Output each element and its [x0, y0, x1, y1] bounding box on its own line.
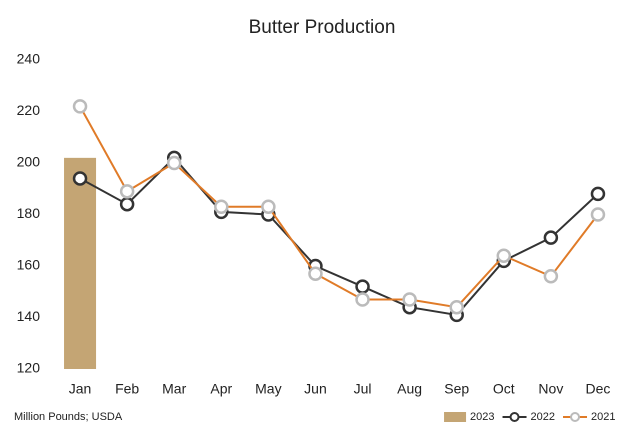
- x-tick-label: Jan: [69, 381, 92, 397]
- legend-swatch: [444, 412, 467, 422]
- y-tick-label: 240: [17, 51, 41, 67]
- marker: [543, 230, 559, 245]
- marker: [590, 186, 606, 202]
- bar: [64, 157, 97, 369]
- marker: [308, 266, 323, 281]
- x-tick-label: Oct: [493, 381, 515, 397]
- legend-label: 2022: [531, 411, 555, 423]
- y-tick-label: 120: [17, 360, 41, 376]
- marker: [214, 199, 229, 215]
- legend-marker: [570, 412, 581, 422]
- x-tick-label: Nov: [538, 381, 563, 397]
- marker: [449, 299, 464, 315]
- x-tick-label: Apr: [210, 381, 232, 397]
- legend-label: 2021: [591, 411, 615, 423]
- legend-marker: [509, 412, 520, 422]
- marker: [496, 248, 512, 263]
- marker: [355, 279, 370, 294]
- marker: [119, 184, 135, 199]
- marker: [72, 99, 88, 114]
- x-tick-label: Dec: [586, 381, 611, 397]
- marker: [590, 207, 606, 222]
- y-tick-label: 180: [17, 205, 41, 221]
- marker: [166, 155, 182, 171]
- x-tick-label: Aug: [397, 381, 422, 397]
- marker: [261, 199, 276, 215]
- marker: [119, 196, 135, 212]
- marker: [355, 292, 370, 307]
- marker: [72, 171, 88, 186]
- chart-title: Butter Production: [249, 17, 396, 38]
- line: [79, 105, 599, 309]
- y-tick-label: 200: [17, 154, 41, 170]
- y-tick-label: 220: [17, 102, 41, 118]
- x-tick-label: Sep: [444, 381, 469, 397]
- x-tick-label: Jul: [354, 381, 372, 397]
- x-tick-label: May: [255, 381, 281, 397]
- line: [79, 156, 599, 317]
- x-tick-label: Feb: [115, 381, 139, 397]
- source-note: Million Pounds; USDA: [14, 411, 123, 423]
- marker: [402, 292, 417, 307]
- y-tick-label: 160: [17, 257, 41, 273]
- x-tick-label: Mar: [162, 381, 186, 397]
- y-tick-label: 140: [17, 308, 41, 324]
- marker: [543, 269, 559, 284]
- legend-label: 2023: [470, 411, 494, 423]
- x-tick-label: Jun: [304, 381, 327, 397]
